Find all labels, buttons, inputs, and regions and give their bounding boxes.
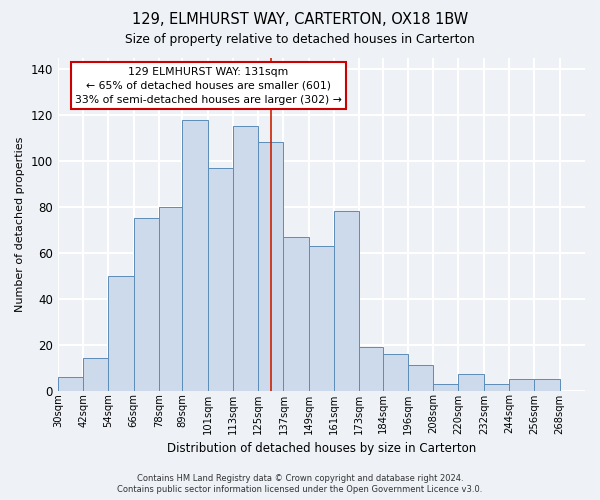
Bar (109, 276, 134, 390)
Bar (258, 142, 283, 390)
Bar (509, 379, 535, 390)
Text: 129, ELMHURST WAY, CARTERTON, OX18 1BW: 129, ELMHURST WAY, CARTERTON, OX18 1BW (132, 12, 468, 28)
Bar (233, 126, 258, 390)
Bar (283, 236, 309, 390)
Text: Size of property relative to detached houses in Carterton: Size of property relative to detached ho… (125, 32, 475, 46)
Bar (134, 218, 159, 390)
Bar (458, 374, 484, 390)
Text: 129 ELMHURST WAY: 131sqm
← 65% of detached houses are smaller (601)
33% of semi-: 129 ELMHURST WAY: 131sqm ← 65% of detach… (75, 66, 342, 104)
Bar (433, 384, 458, 390)
Bar (182, 120, 208, 390)
Bar (408, 366, 433, 390)
X-axis label: Distribution of detached houses by size in Carterton: Distribution of detached houses by size … (167, 442, 476, 455)
Bar (383, 354, 408, 391)
Bar (208, 168, 233, 390)
Bar (334, 212, 359, 390)
Bar (359, 347, 383, 391)
Bar (484, 384, 509, 390)
Bar (159, 207, 182, 390)
Y-axis label: Number of detached properties: Number of detached properties (15, 136, 25, 312)
Bar (83, 358, 109, 390)
Bar (535, 379, 560, 390)
Bar (58, 376, 83, 390)
Bar (309, 246, 334, 390)
Text: Contains HM Land Registry data © Crown copyright and database right 2024.
Contai: Contains HM Land Registry data © Crown c… (118, 474, 482, 494)
